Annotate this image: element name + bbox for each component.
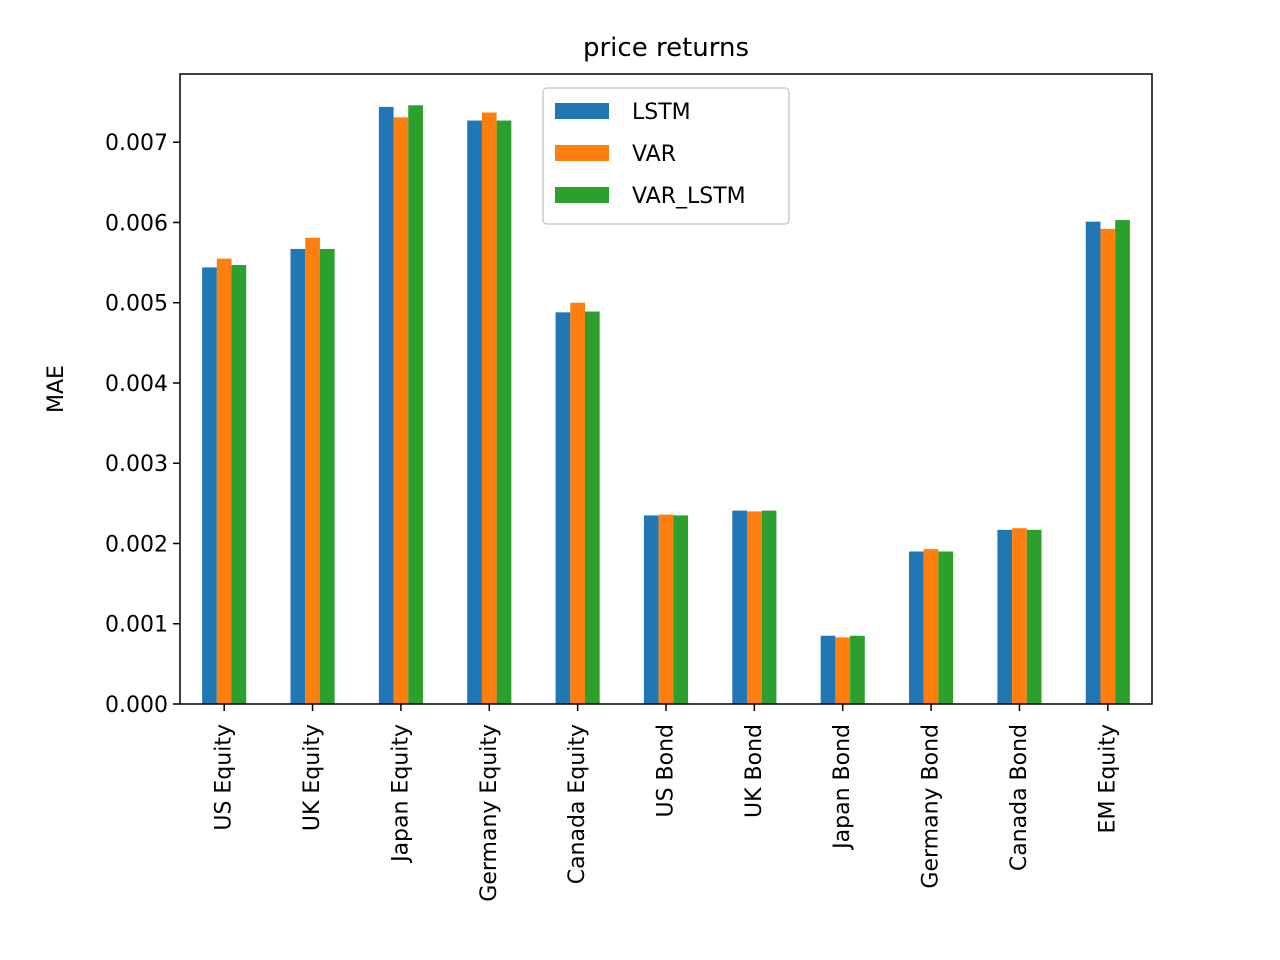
x-tick-label: UK Equity (300, 724, 325, 831)
y-axis-title: MAE (44, 365, 69, 413)
bar (747, 511, 762, 704)
x-tick-label: Canada Bond (1007, 724, 1032, 871)
bar (570, 302, 585, 704)
x-tick-label: UK Bond (742, 724, 767, 818)
legend-swatch (555, 103, 609, 119)
bar (467, 120, 482, 705)
bar (496, 120, 512, 705)
x-tick-label: Canada Equity (565, 724, 590, 884)
legend: LSTM VAR VAR_LSTM (542, 87, 790, 225)
bar (1085, 221, 1101, 705)
legend-label: VAR_LSTM (632, 184, 746, 209)
y-axis: 0.000 0.001 0.002 0.003 0.004 0.005 0.006 0.007 (105, 131, 180, 718)
y-tick-label: 0.002 (105, 532, 168, 557)
bar (835, 637, 851, 704)
bar (732, 510, 748, 704)
bar (850, 635, 865, 704)
y-tick-label: 0.005 (105, 292, 168, 317)
x-tick-label: US Equity (212, 724, 237, 831)
x-tick-label: Japan Bond (830, 724, 855, 851)
x-tick-label: EM Equity (1095, 724, 1120, 833)
bar (408, 105, 423, 705)
bar (481, 112, 497, 704)
y-tick-label: 0.004 (105, 372, 168, 397)
bar (231, 265, 247, 704)
bar (216, 258, 232, 704)
bar (820, 635, 836, 704)
y-tick-label: 0.001 (105, 613, 168, 638)
legend-swatch (555, 145, 609, 161)
bar (923, 549, 939, 704)
bar (319, 248, 335, 704)
x-tick-label: Japan Equity (388, 724, 413, 864)
bar (555, 312, 571, 704)
bar (202, 267, 217, 704)
bar (938, 551, 954, 704)
legend-label: VAR (632, 142, 676, 167)
bar (1012, 528, 1027, 704)
bar (1115, 220, 1130, 704)
bar (393, 117, 409, 705)
y-tick-label: 0.006 (105, 211, 168, 236)
x-tick-label: Germany Bond (919, 724, 944, 889)
bar (378, 106, 394, 704)
legend-label: LSTM (632, 100, 691, 125)
y-tick-label: 0.000 (105, 693, 168, 718)
bar (643, 515, 659, 704)
bar (997, 529, 1013, 704)
bar (909, 551, 924, 704)
plot-area-frame (179, 73, 1153, 705)
bar (290, 248, 306, 704)
chart-title: price returns (583, 33, 749, 63)
y-tick-label: 0.003 (105, 452, 168, 477)
bars-group (202, 105, 1130, 705)
bar (305, 237, 320, 704)
x-tick-label: Germany Equity (477, 724, 502, 902)
bar (584, 311, 600, 704)
y-tick-label: 0.007 (105, 131, 168, 156)
bar (1100, 228, 1116, 704)
x-axis: US Equity UK Equity Japan Equity Germany Eq… (212, 704, 1120, 902)
bar (1026, 529, 1042, 704)
bar (761, 510, 777, 704)
legend-swatch (555, 187, 609, 203)
bar (658, 514, 674, 704)
x-tick-label: US Bond (654, 724, 679, 818)
bar (673, 515, 689, 704)
